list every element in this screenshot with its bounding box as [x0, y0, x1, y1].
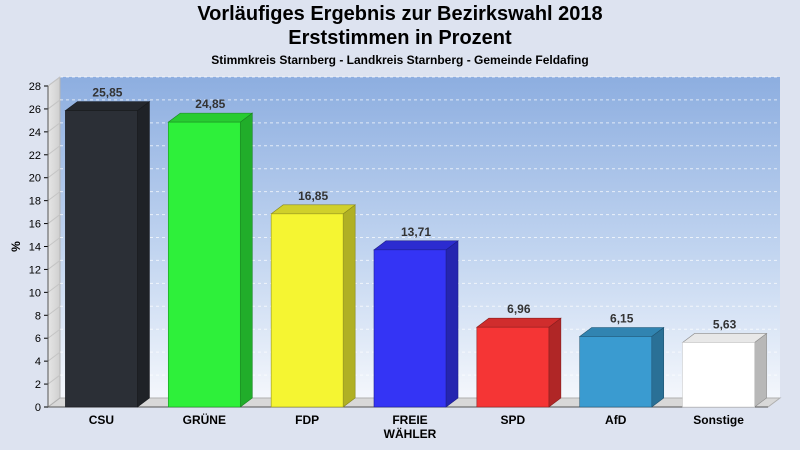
bar-csu — [64, 101, 151, 408]
bar-fdp — [270, 204, 357, 408]
bar-top — [475, 317, 562, 328]
chart-note: Stimmkreis Starnberg - Landkreis Starnbe… — [211, 53, 589, 67]
y-tick-label: 2 — [35, 379, 41, 391]
category-label: CSU — [89, 413, 114, 427]
gridline-side — [47, 237, 61, 247]
y-tick-label: 28 — [29, 81, 41, 93]
gridline-side — [47, 305, 61, 316]
value-label: 25,85 — [92, 86, 122, 100]
bar-side — [548, 317, 562, 408]
bar-front — [65, 110, 138, 408]
bar-top — [270, 204, 357, 215]
gridline-side — [47, 191, 61, 202]
gridline-side — [47, 351, 61, 362]
bar-front — [373, 249, 447, 408]
gridline-side — [47, 76, 61, 87]
y-tick-label: 18 — [29, 196, 41, 208]
y-tick-label: 4 — [35, 356, 41, 368]
bar-top — [578, 327, 665, 337]
category-label: GRÜNE — [183, 412, 226, 427]
bar-top — [681, 333, 768, 343]
y-axis-label: % — [9, 241, 23, 252]
y-tick-label: 24 — [29, 127, 41, 139]
gridline-side — [47, 374, 61, 385]
bar-front — [476, 326, 550, 408]
bar-side — [239, 112, 253, 408]
category-label: AfD — [605, 413, 627, 427]
value-label: 16,85 — [298, 189, 328, 203]
bar-afd — [578, 326, 665, 408]
category-label: Sonstige — [693, 413, 744, 427]
y-tick-label: 10 — [29, 287, 41, 299]
value-label: 13,71 — [401, 225, 431, 239]
bar-side — [754, 332, 767, 408]
y-tick-label: 26 — [29, 104, 41, 116]
bar-front — [682, 342, 755, 408]
gridline-side — [47, 282, 61, 293]
category-label: FREIE WÄHLER — [384, 413, 437, 441]
value-label: 24,85 — [195, 97, 225, 111]
y-tick-label: 16 — [29, 219, 41, 231]
chart-title: Vorläufiges Ergebnis zur Bezirkswahl 201… — [197, 3, 603, 25]
value-label: 5,63 — [713, 317, 737, 331]
bar-top — [167, 112, 254, 123]
y-tick-label: 6 — [35, 333, 41, 345]
y-tick-label: 12 — [29, 264, 41, 276]
y-tick-label: 20 — [29, 173, 41, 185]
chart-subtitle: Erststimmen in Prozent — [288, 27, 512, 49]
gridline-side — [47, 328, 61, 339]
bar-gr-ne — [167, 112, 254, 408]
y-tick-label: 14 — [29, 242, 41, 254]
bar-front — [270, 213, 344, 408]
bar-side — [137, 101, 150, 408]
y-tick-label: 8 — [35, 310, 41, 322]
bar-front — [167, 121, 241, 408]
bar-top — [373, 240, 459, 251]
value-label: 6,96 — [507, 302, 531, 316]
gridline-side — [47, 168, 61, 179]
bar-spd — [475, 317, 562, 408]
bar-freie-w-hler — [373, 240, 459, 408]
bar-front — [579, 336, 653, 408]
bar-side — [342, 204, 356, 408]
bar-side — [651, 326, 665, 408]
value-label: 6,15 — [610, 311, 634, 325]
category-label: FDP — [295, 413, 319, 427]
bar-top — [64, 101, 151, 111]
y-tick-label: 22 — [29, 150, 41, 162]
gridline-side — [47, 214, 61, 224]
bar-sonstige — [681, 332, 768, 408]
gridline-side — [47, 99, 61, 110]
y-tick-label: 0 — [35, 402, 41, 414]
category-label: SPD — [501, 413, 526, 427]
bar-side — [445, 240, 459, 408]
gridline-side — [47, 260, 61, 270]
gridline-side — [47, 122, 61, 133]
gridline-side — [47, 145, 61, 156]
